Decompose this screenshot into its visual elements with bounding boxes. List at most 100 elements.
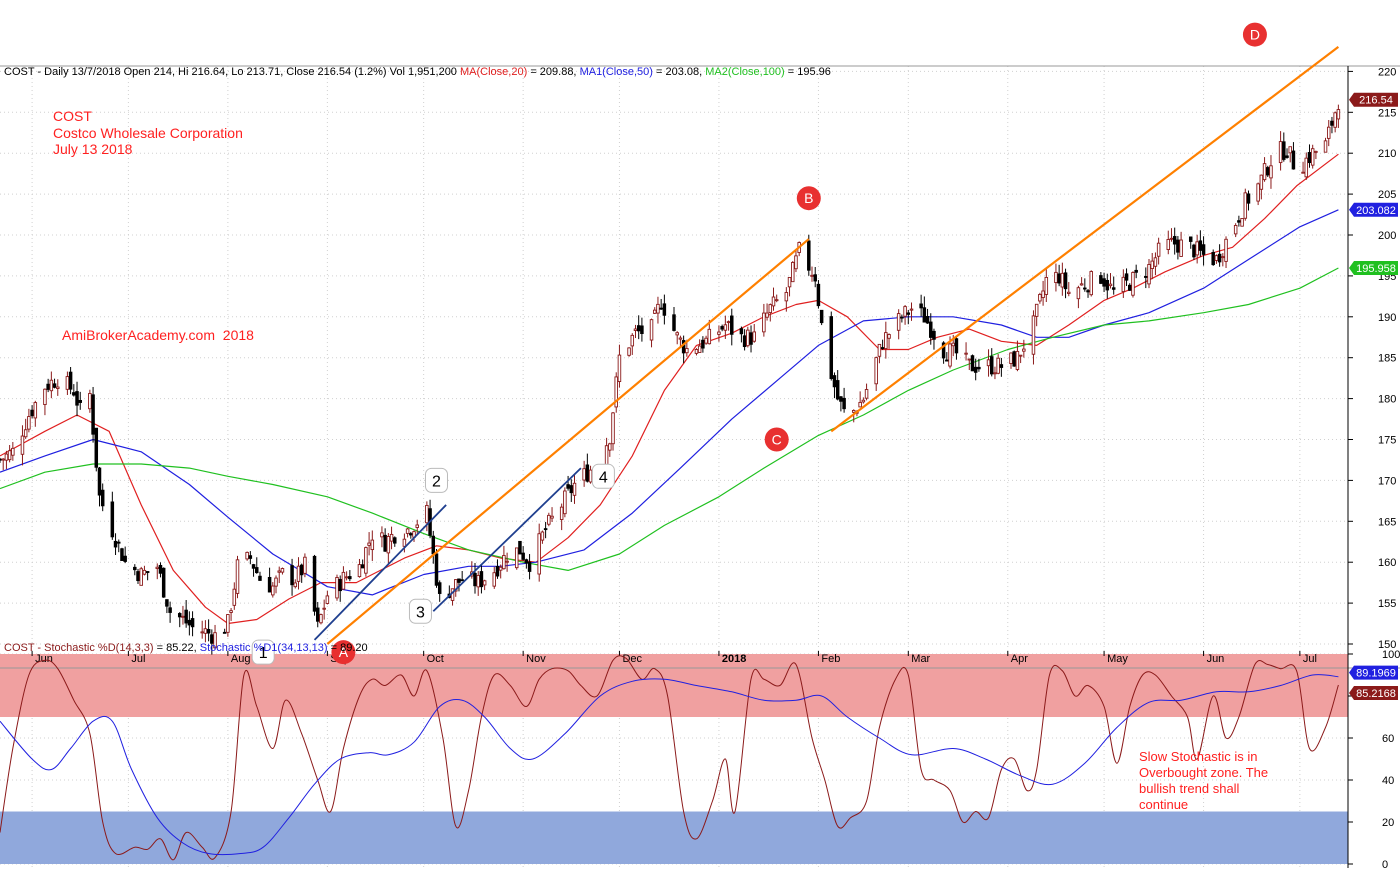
candle-up [614,376,618,408]
candle-down [900,316,904,319]
candle-down [187,619,192,626]
symbol-info: COST - Daily 13/7/2018 Open 214, Hi 216.… [4,66,457,78]
candle-up [27,416,31,430]
candle-down [165,599,169,607]
candle-down [701,339,705,349]
candle-up [1060,272,1065,288]
candle-down [569,485,574,494]
candle-up [344,576,349,579]
candle-up [540,531,545,541]
price-tick-label: 150 [1378,639,1396,651]
candle-down [168,607,172,613]
candle-down [290,565,294,586]
last-price-tag-text: 216.54 [1359,95,1393,107]
marker-B-label: B [804,190,813,206]
candle-down [184,609,188,624]
candle-down [460,579,464,582]
marker-4-label: 4 [599,469,608,486]
candle-up [370,539,375,551]
marker-A-circle [331,640,356,665]
candle-up [1310,148,1315,166]
candle-down [299,564,304,576]
candle-up [909,308,914,311]
candle-up [1269,165,1273,179]
candle-down [999,364,1004,368]
stoch-tick-label: 40 [1382,775,1394,787]
annotation-company: Costco Wholesale Corporation [53,125,243,141]
candle-up [1022,348,1026,352]
candle-up [874,357,878,385]
candle-up [1038,294,1042,302]
candle-down [742,335,747,348]
grid [0,66,1348,868]
candle-down [113,540,118,548]
marker-D-label: D [1250,27,1260,43]
candle-up [229,610,233,613]
candle-up [139,568,143,586]
candle-up [1214,255,1219,261]
date-tick-label: Mar [911,653,930,665]
stoch-note-line-2: Overbought zone. The [1139,765,1268,780]
candle-up [765,312,769,318]
candle-up [357,564,362,578]
candle-down [434,553,439,586]
candle-up [717,331,721,335]
candle-up [1314,150,1318,153]
candle-up [142,569,147,575]
candle-down [68,371,73,390]
candle-down [315,607,320,622]
candle-down [662,303,667,316]
candle-up [280,568,285,573]
candle-up [325,595,330,604]
candle-up [887,334,891,339]
candle-up [896,313,901,331]
annotation-date: July 13 2018 [53,141,133,157]
marker-4-box [591,463,615,489]
stoch-fast-tag-bg [1349,686,1398,701]
candle-up [1009,352,1013,364]
candle-up [1169,237,1174,240]
candle-down [977,366,981,370]
date-tick-label: Apr [1011,653,1028,665]
stoch-note-line-3: bullish trend shall [1139,781,1240,796]
candle-up [88,392,92,410]
candle-up [582,468,586,481]
candle-up [498,566,503,571]
candle-up [707,328,712,345]
candle-up [1067,291,1071,294]
candle-up [996,357,1000,374]
candle-down [1176,239,1180,253]
candle-up [697,345,702,353]
candle-down [807,240,811,271]
ma3-value: = 195.96 [788,66,831,78]
candle-down [457,578,461,583]
candle-up [1326,126,1331,139]
price-tick-label: 180 [1378,394,1396,406]
moving-averages [0,153,1339,625]
candle-down [1330,120,1334,126]
stoch-line1-value: = 85.22, [157,642,197,654]
candle-down [932,330,936,340]
stoch-fast-line [0,655,1339,861]
trendline-orange-2 [830,45,1340,433]
candle-down [1291,150,1296,170]
candle-down [1246,193,1251,204]
candle-up [7,450,12,461]
candle-up [226,614,230,633]
candle-up [652,309,657,314]
candle-up [694,349,699,354]
candle-down [922,307,927,323]
marker-1-label: 1 [259,645,268,662]
candle-up [967,358,972,361]
candle-up [1156,242,1161,257]
candle-up [1054,271,1058,284]
candle-up [23,429,28,438]
candle-up [633,328,638,331]
candle-up [649,319,654,341]
candle-up [1288,146,1292,154]
candle-up [851,409,856,413]
ma2-value: = 203.08, [656,66,702,78]
ma1-value: = 209.88, [530,66,576,78]
candle-down [348,576,352,580]
candle-up [774,299,779,302]
